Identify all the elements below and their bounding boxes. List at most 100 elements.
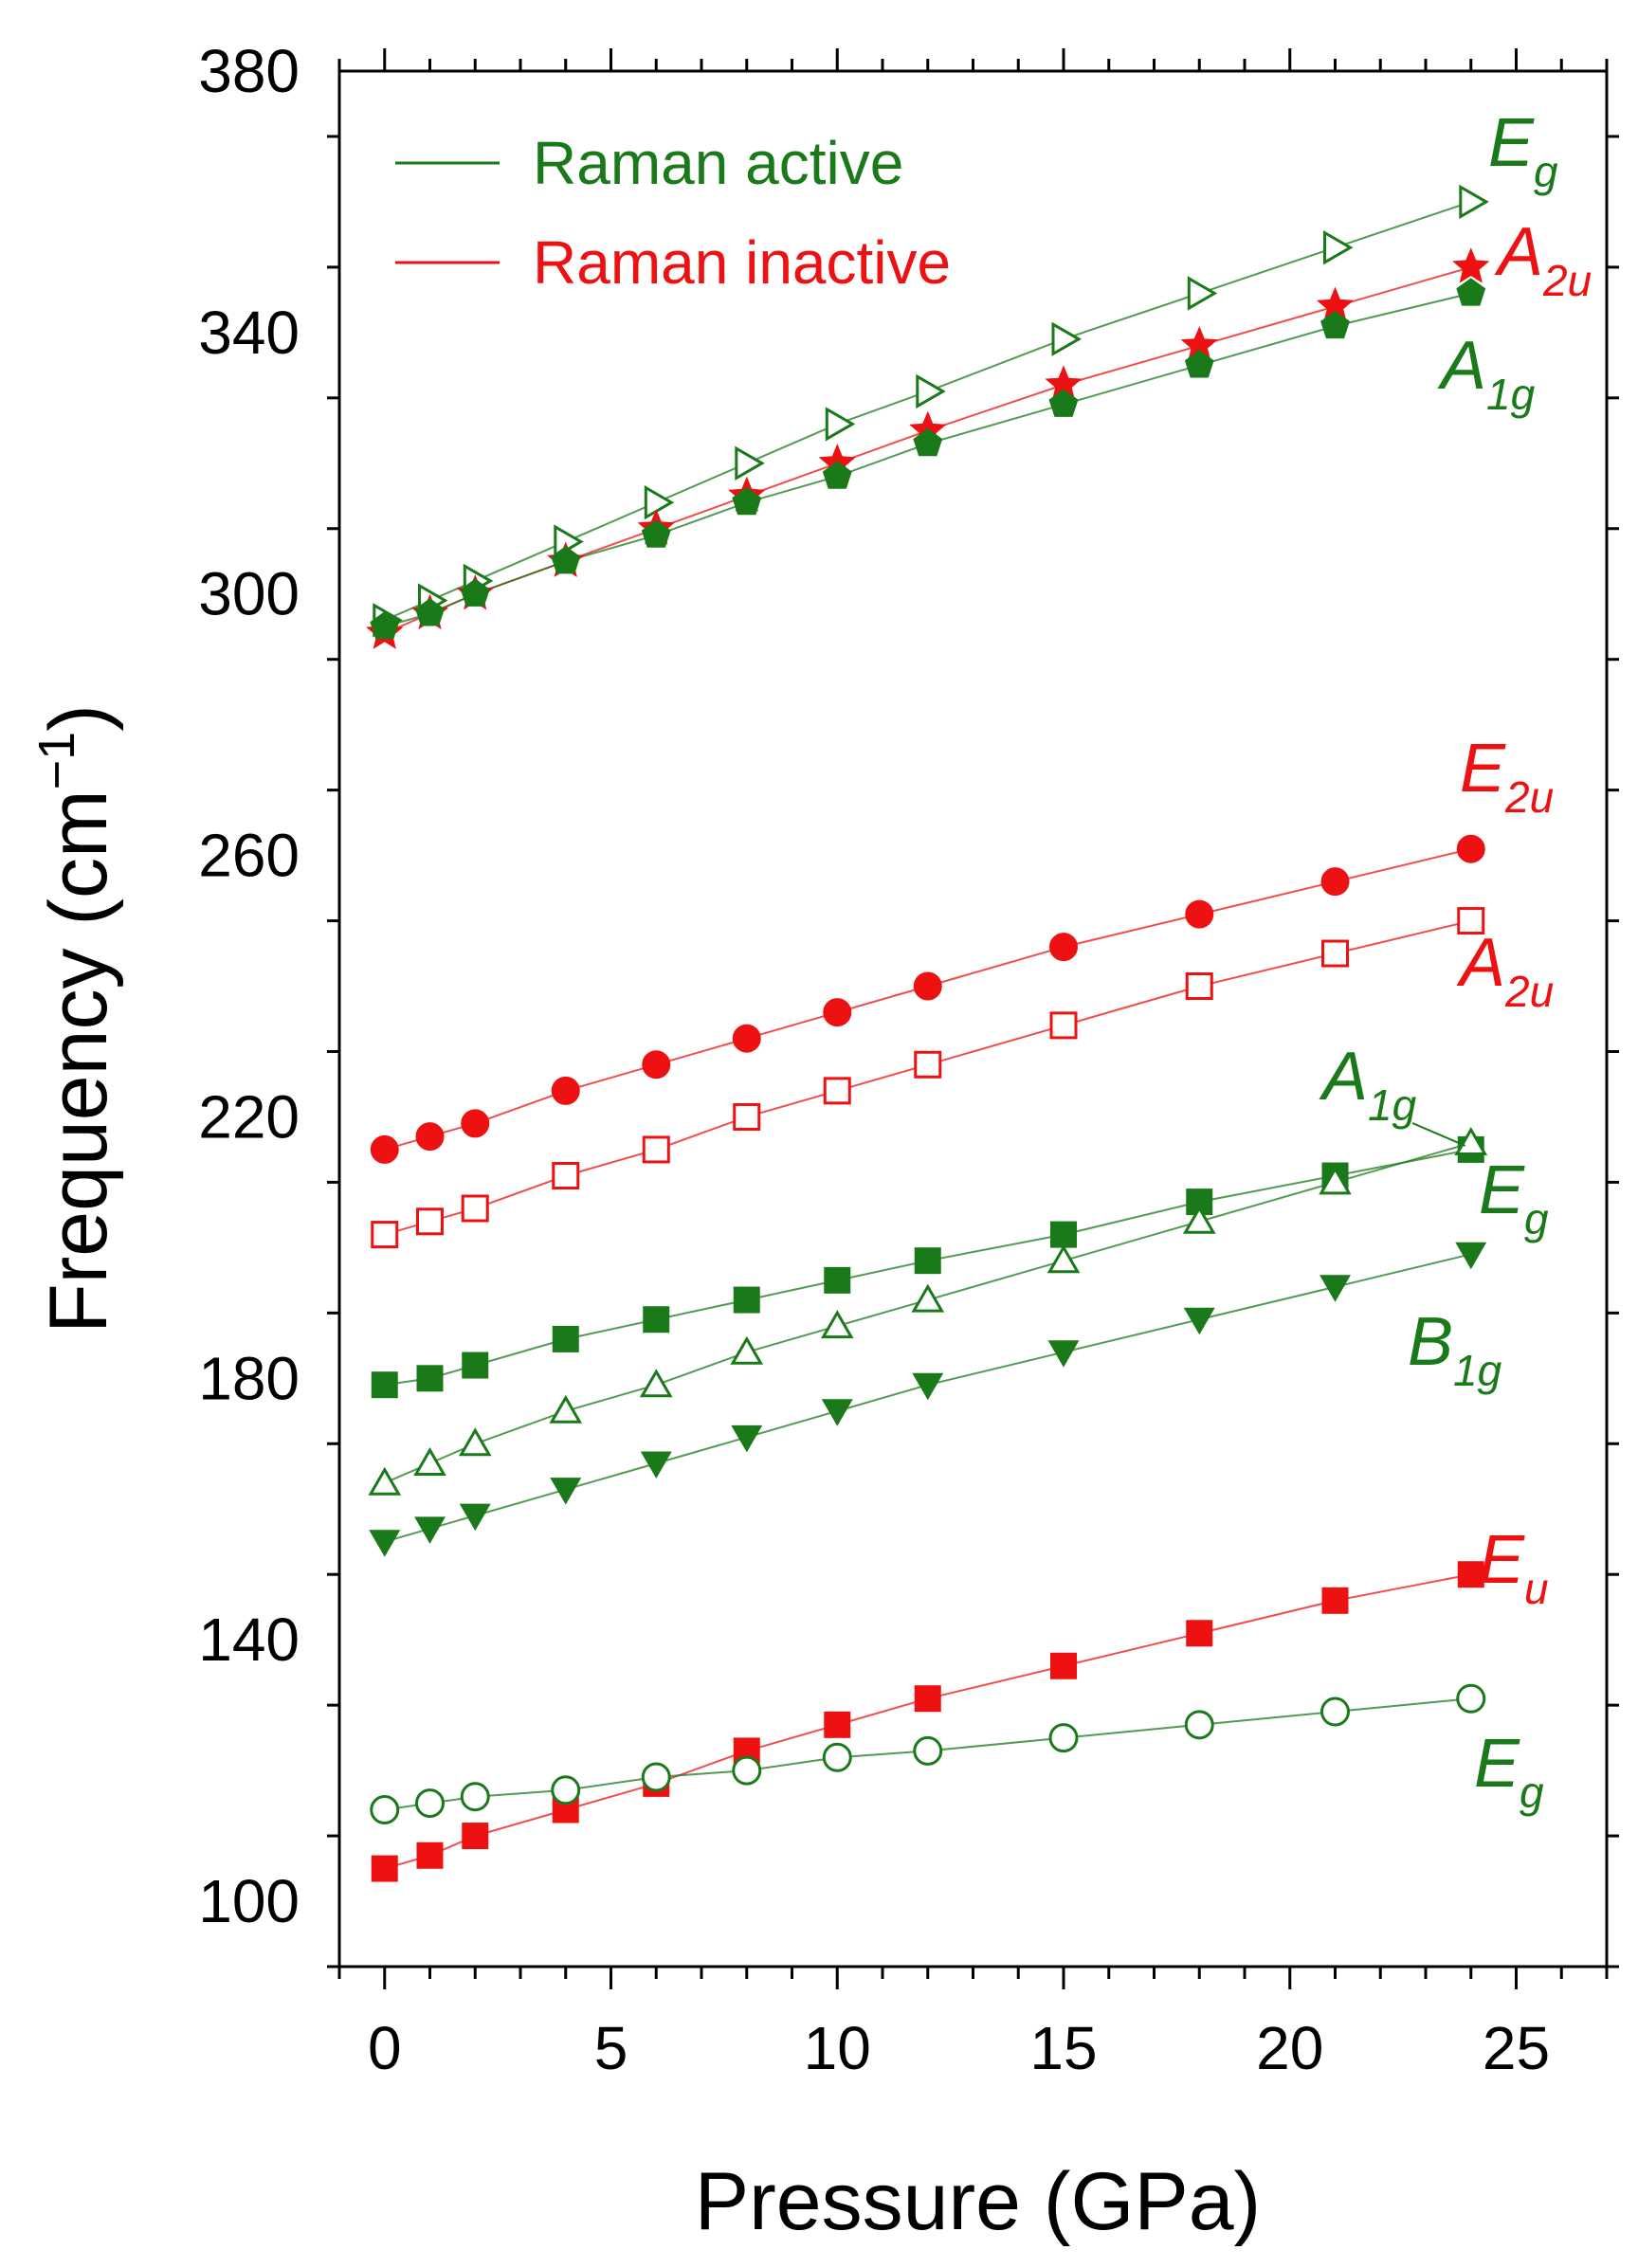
y-tick-label: 380 [198, 37, 300, 105]
data-point-b1g [821, 1399, 853, 1426]
legend-label-inactive: Raman inactive [533, 228, 951, 297]
data-point-eg-low [415, 1788, 445, 1819]
data-point-eg-high [1323, 230, 1354, 265]
data-point-eg-low [1456, 1683, 1486, 1714]
data-point-eg-high [735, 445, 765, 481]
data-point-a1g-high [460, 578, 490, 607]
y-tick-label: 180 [198, 1344, 300, 1412]
mode-label-e2u: E2u [1460, 731, 1554, 822]
data-point-eg-low [913, 1735, 943, 1766]
y-tick-label: 260 [198, 822, 300, 890]
y-axis-title: Frequency (cm−1) [28, 704, 124, 1334]
data-point-e2u [823, 998, 852, 1027]
data-point-a2u-low [1457, 907, 1485, 935]
data-point-eu [914, 1685, 941, 1713]
data-point-a1g-low [462, 1352, 489, 1379]
data-point-e2u [642, 1050, 671, 1080]
data-point-eg-mid [820, 1310, 854, 1339]
data-point-eg-mid [911, 1283, 945, 1313]
data-point-b1g [459, 1503, 491, 1532]
data-point-a1g-high [641, 519, 671, 548]
mode-label-b1g: B1g [1408, 1304, 1502, 1395]
data-point-eg-mid [549, 1394, 583, 1424]
data-point-eg-high [825, 407, 856, 442]
x-tick-label: 15 [1029, 2014, 1097, 2082]
data-point-e2u [732, 1024, 761, 1053]
y-tick-label: 340 [198, 299, 300, 367]
data-point-eg-mid [639, 1369, 673, 1398]
data-point-eu [1186, 1620, 1213, 1647]
data-point-eg-high [644, 485, 675, 520]
mode-label-eg-mid: Eg [1479, 1152, 1549, 1243]
data-point-a2u-low [914, 1050, 942, 1079]
data-point-a1g-low [914, 1247, 941, 1275]
data-point-b1g [1183, 1307, 1215, 1335]
data-point-a2u-low [1185, 972, 1213, 1001]
data-point-eg-low [460, 1782, 490, 1812]
data-point-b1g [1047, 1340, 1080, 1368]
data-point-a1g-high [551, 545, 581, 574]
mode-label-eu: Eu [1479, 1522, 1549, 1613]
y-tick-label: 100 [198, 1867, 300, 1935]
data-point-eg-mid [413, 1446, 446, 1476]
data-point-eg-low [822, 1742, 852, 1772]
data-point-a1g-high [1184, 350, 1214, 378]
data-point-a1g-high [822, 461, 852, 489]
data-point-e2u [913, 971, 942, 1001]
data-point-eg-mid [1046, 1244, 1081, 1274]
data-point-b1g [1455, 1242, 1487, 1270]
data-point-a1g-low [643, 1306, 670, 1334]
data-point-b1g [414, 1516, 446, 1544]
series-line-a1g-high [384, 292, 1472, 628]
data-point-b1g [550, 1478, 582, 1505]
legend-label-active: Raman active [533, 129, 903, 197]
data-point-a1g-low [371, 1371, 398, 1399]
series-line-eg-mid [384, 1142, 1472, 1484]
data-point-a2u-low [733, 1102, 761, 1131]
data-point-eu [824, 1711, 851, 1738]
data-point-e2u [1185, 899, 1214, 929]
data-point-eg-low [641, 1762, 671, 1792]
data-point-a2u-low [416, 1207, 444, 1236]
y-tick-label: 140 [198, 1606, 300, 1674]
data-point-eu [1050, 1652, 1077, 1679]
data-point-e2u [1456, 834, 1485, 863]
data-point-eg-mid [458, 1427, 492, 1457]
data-point-b1g [912, 1372, 944, 1401]
data-point-eu [462, 1823, 489, 1850]
plot-frame [337, 69, 1609, 1969]
mode-label-eg-high: Eg [1488, 105, 1558, 196]
x-tick-label: 25 [1483, 2014, 1550, 2082]
label-leader-line [1411, 1122, 1466, 1147]
data-point-eg-high [1051, 321, 1083, 356]
data-point-e2u [1049, 933, 1078, 962]
mode-label-a2u-high: A2u [1494, 214, 1592, 305]
data-point-eg-high [916, 373, 946, 409]
data-point-eg-low [1184, 1710, 1214, 1740]
data-point-eg-mid [1182, 1205, 1216, 1234]
data-point-eg-low [370, 1794, 400, 1824]
data-point-a2u-high [1452, 247, 1490, 283]
x-tick-label: 10 [804, 2014, 871, 2082]
data-point-a1g-high [1456, 278, 1486, 306]
data-point-a2u-low [1321, 939, 1349, 968]
mode-label-a1g-low: A1g [1319, 1039, 1417, 1130]
data-point-eg-low [551, 1775, 581, 1805]
x-tick-label: 0 [368, 2014, 402, 2082]
data-point-eu [1457, 1561, 1484, 1588]
data-point-a1g-high [415, 598, 445, 626]
data-point-eg-high [1187, 276, 1218, 311]
data-point-e2u [461, 1109, 490, 1138]
data-point-a1g-low [1050, 1221, 1077, 1248]
data-point-eu [371, 1855, 398, 1882]
data-point-eg-mid [1319, 1166, 1352, 1195]
x-tick-label: 5 [594, 2014, 628, 2082]
data-point-a2u-low [823, 1077, 851, 1105]
data-point-eg-mid [1454, 1127, 1488, 1155]
data-point-a1g-high [370, 610, 400, 640]
data-point-eg-low [1048, 1723, 1079, 1753]
data-point-eg-high [1459, 184, 1489, 220]
data-point-b1g [369, 1530, 401, 1557]
data-point-eg-mid [368, 1466, 402, 1496]
